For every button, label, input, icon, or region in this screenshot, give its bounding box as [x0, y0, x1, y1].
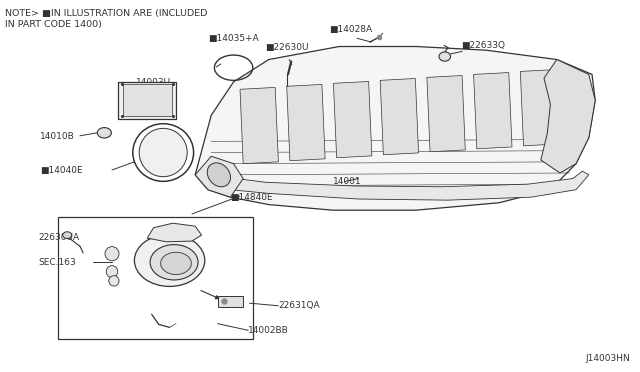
Ellipse shape — [207, 163, 230, 187]
Polygon shape — [427, 76, 465, 152]
Polygon shape — [147, 223, 202, 242]
Ellipse shape — [140, 128, 187, 177]
Polygon shape — [380, 78, 419, 155]
Polygon shape — [211, 171, 589, 200]
Ellipse shape — [150, 245, 198, 280]
Ellipse shape — [109, 276, 119, 286]
Text: ■14840E: ■14840E — [230, 193, 273, 202]
Polygon shape — [195, 46, 595, 210]
Text: NOTE> ■IN ILLUSTRATION ARE (INCLUDED: NOTE> ■IN ILLUSTRATION ARE (INCLUDED — [5, 9, 207, 18]
Text: J14003HN: J14003HN — [586, 354, 630, 363]
Text: ■14040E: ■14040E — [40, 166, 83, 174]
Bar — [58, 217, 253, 339]
Polygon shape — [541, 60, 595, 173]
Polygon shape — [287, 84, 325, 161]
Text: 22630UA: 22630UA — [38, 233, 79, 242]
Bar — [218, 296, 243, 307]
Text: IN PART CODE 1400): IN PART CODE 1400) — [5, 20, 102, 29]
Text: ■14035+A: ■14035+A — [208, 34, 259, 43]
Text: 14001: 14001 — [333, 177, 362, 186]
Text: SEC.163: SEC.163 — [38, 258, 76, 267]
Ellipse shape — [134, 234, 205, 286]
Text: ■22633Q: ■22633Q — [461, 41, 505, 50]
Text: 22631QA: 22631QA — [278, 301, 320, 310]
Text: ■22630U: ■22630U — [266, 43, 309, 52]
Bar — [123, 84, 172, 116]
Text: ■14028A: ■14028A — [330, 25, 372, 33]
Ellipse shape — [106, 266, 118, 278]
Ellipse shape — [97, 128, 111, 138]
Text: 14010B: 14010B — [40, 132, 75, 141]
Text: 14002BB: 14002BB — [248, 326, 289, 335]
Polygon shape — [240, 87, 278, 164]
Polygon shape — [195, 156, 243, 197]
Polygon shape — [474, 73, 512, 149]
Ellipse shape — [161, 252, 191, 275]
Polygon shape — [333, 81, 372, 158]
Ellipse shape — [105, 247, 119, 261]
Polygon shape — [520, 70, 559, 146]
Bar — [118, 82, 176, 119]
Ellipse shape — [439, 52, 451, 61]
Ellipse shape — [63, 232, 72, 238]
Text: 14003U: 14003U — [136, 78, 171, 87]
